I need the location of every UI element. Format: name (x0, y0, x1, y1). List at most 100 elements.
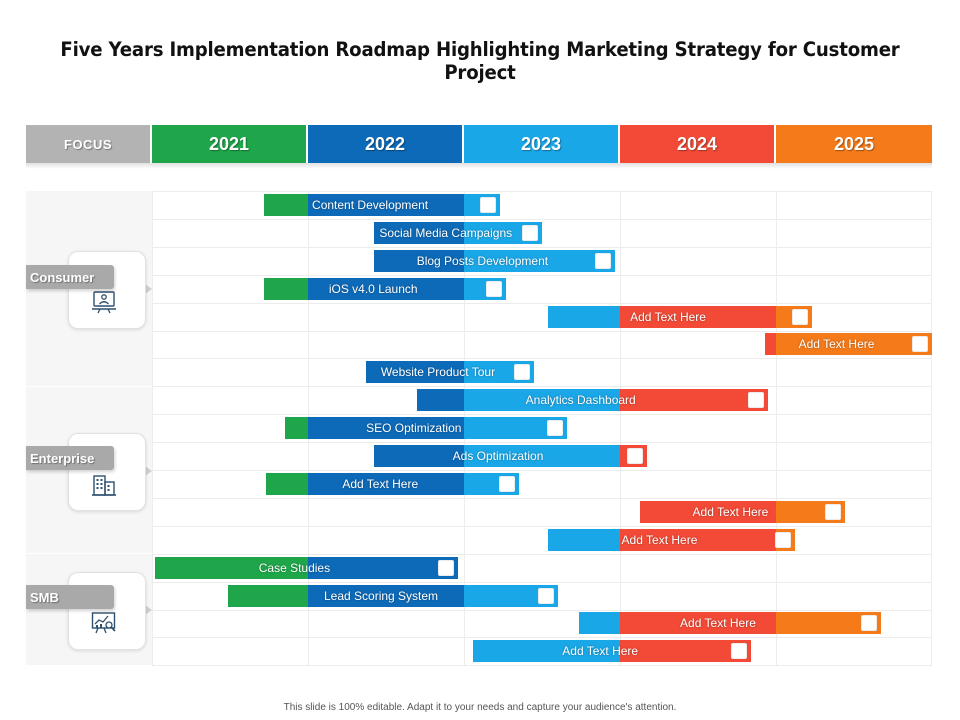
task-label: Add Text Here (680, 616, 756, 631)
category-label-consumer: Consumer (26, 265, 114, 289)
grid-year-line (152, 191, 153, 665)
grid-year-line (776, 191, 777, 665)
task-segment-2023 (463, 445, 620, 468)
task-bar[interactable]: Add Text Here (548, 528, 795, 551)
task-segment-2022 (307, 193, 464, 216)
task-segment-2022 (373, 221, 464, 244)
grid-row-line (152, 665, 932, 666)
task-label: Social Media Campaigns (379, 225, 513, 240)
header-year-2023: 2023 (464, 125, 618, 163)
header-year-2024: 2024 (620, 125, 774, 163)
grid-row-line (152, 610, 932, 611)
grid-year-line (620, 191, 621, 665)
grid-row-line (152, 470, 932, 471)
grid-row-line (152, 303, 932, 304)
task-label: Ads Optimization (452, 449, 544, 464)
task-bar[interactable]: Add Text Here (640, 500, 845, 523)
enterprise-pointer (145, 466, 152, 476)
category-label-enterprise: Enterprise (26, 446, 114, 470)
task-segment-2022 (373, 445, 464, 468)
grid-row-line (152, 386, 932, 387)
task-checkbox[interactable] (824, 503, 841, 520)
grid-row-line (152, 275, 932, 276)
roadmap-grid: Consumer Enterprise (26, 191, 932, 666)
task-checkbox[interactable] (791, 308, 808, 325)
task-bar[interactable]: Add Text Here (765, 333, 932, 356)
task-segment-2024 (765, 333, 776, 356)
grid-row-line (152, 582, 932, 583)
task-segment-2025 (775, 612, 881, 635)
task-segment-2024 (640, 500, 776, 523)
task-segment-2024 (619, 640, 752, 663)
task-checkbox[interactable] (498, 475, 515, 492)
task-checkbox[interactable] (521, 224, 538, 241)
task-segment-2022 (417, 389, 464, 412)
task-bar[interactable]: iOS v4.0 Launch (264, 277, 507, 300)
task-bar[interactable]: Add Text Here (473, 640, 752, 663)
task-segment-2022 (307, 277, 464, 300)
task-checkbox[interactable] (626, 448, 643, 465)
office-building-icon (92, 475, 116, 496)
presenter-monitor-icon (92, 291, 116, 314)
task-checkbox[interactable] (595, 252, 612, 269)
page-title: Five Years Implementation Roadmap Highli… (60, 38, 900, 84)
task-bar[interactable]: Lead Scoring System (228, 584, 558, 607)
task-checkbox[interactable] (911, 336, 928, 353)
task-label: Website Product Tour (380, 365, 496, 380)
task-bar[interactable]: SEO Optimization (284, 417, 567, 440)
grid-year-line (931, 191, 932, 665)
timeline-header: FOCUS 2021 2022 2023 2024 2025 (26, 125, 932, 163)
task-segment-2021 (264, 277, 308, 300)
task-label: Content Development (312, 197, 429, 212)
task-bar[interactable]: Social Media Campaigns (373, 221, 542, 244)
task-segment-2022 (373, 249, 464, 272)
header-year-2021: 2021 (152, 125, 306, 163)
task-checkbox[interactable] (546, 420, 563, 437)
task-label: SEO Optimization (366, 421, 462, 436)
task-segment-2023 (463, 249, 616, 272)
task-checkbox[interactable] (514, 364, 531, 381)
task-segment-2023 (579, 612, 620, 635)
task-bar[interactable]: Ads Optimization (373, 445, 647, 468)
task-label: Add Text Here (562, 644, 639, 659)
task-segment-2021 (265, 472, 308, 495)
task-bar[interactable]: Website Product Tour (365, 361, 535, 384)
task-checkbox[interactable] (479, 196, 496, 213)
task-checkbox[interactable] (774, 531, 791, 548)
task-segment-2025 (775, 333, 932, 356)
task-bar[interactable]: Case Studies (155, 556, 458, 579)
task-checkbox[interactable] (731, 643, 748, 660)
task-label: Add Text Here (692, 504, 769, 519)
task-bar[interactable]: Add Text Here (265, 472, 519, 495)
grid-row-line (152, 442, 932, 443)
task-segment-2023 (463, 584, 558, 607)
task-bar[interactable]: Add Text Here (548, 305, 812, 328)
consumer-card (68, 251, 146, 329)
task-checkbox[interactable] (860, 615, 877, 632)
task-label: Blog Posts Development (416, 253, 549, 268)
grid-row-line (152, 358, 932, 359)
task-segment-2021 (264, 193, 308, 216)
task-checkbox[interactable] (748, 392, 765, 409)
grid-row-line (152, 191, 932, 192)
task-segment-2024 (619, 389, 769, 412)
analytics-chart-icon (91, 612, 116, 634)
enterprise-card (68, 433, 146, 511)
task-segment-2021 (155, 556, 308, 579)
task-checkbox[interactable] (437, 559, 454, 576)
task-label: Add Text Here (342, 476, 419, 491)
task-segment-2023 (463, 417, 567, 440)
task-checkbox[interactable] (486, 280, 503, 297)
task-checkbox[interactable] (537, 587, 554, 604)
task-segment-2022 (365, 361, 464, 384)
task-bar[interactable]: Analytics Dashboard (417, 389, 769, 412)
grid-row-line (152, 331, 932, 332)
task-segment-2022 (307, 472, 464, 495)
task-label: Case Studies (258, 560, 331, 575)
task-segment-2024 (619, 305, 776, 328)
task-bar[interactable]: Add Text Here (579, 612, 881, 635)
task-bar[interactable]: Blog Posts Development (373, 249, 616, 272)
header-year-2022: 2022 (308, 125, 462, 163)
task-bar[interactable]: Content Development (264, 193, 500, 216)
task-segment-2022 (307, 556, 458, 579)
